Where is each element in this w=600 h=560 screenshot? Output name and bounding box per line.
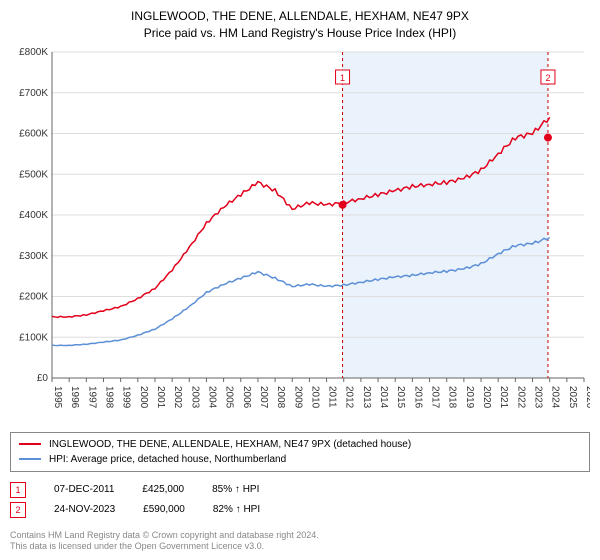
chart-area: £0 £100K £200K £300K £400K £500K £600K £700K £80… <box>10 46 590 426</box>
svg-text:£800K: £800K <box>19 47 48 58</box>
svg-text:1996: 1996 <box>69 386 80 409</box>
svg-text:2013: 2013 <box>361 386 372 409</box>
svg-text:£300K: £300K <box>19 250 48 261</box>
svg-text:2008: 2008 <box>275 386 286 409</box>
svg-text:2015: 2015 <box>395 386 406 409</box>
title-line1: INGLEWOOD, THE DENE, ALLENDALE, HEXHAM, … <box>10 8 590 25</box>
svg-text:2012: 2012 <box>344 386 355 409</box>
svg-text:2005: 2005 <box>224 386 235 409</box>
footer-line2: This data is licensed under the Open Gov… <box>10 541 590 553</box>
marker-date: 07-DEC-2011 <box>54 484 114 495</box>
legend-swatch <box>19 458 41 460</box>
marker-row: 2 24-NOV-2023 £590,000 82% ↑ HPI <box>10 500 590 520</box>
svg-text:1998: 1998 <box>103 386 114 409</box>
svg-text:£400K: £400K <box>19 210 48 221</box>
svg-text:2002: 2002 <box>172 386 183 409</box>
svg-text:£200K: £200K <box>19 291 48 302</box>
svg-text:£700K: £700K <box>19 87 48 98</box>
marker-price: £425,000 <box>142 484 184 495</box>
svg-text:2022: 2022 <box>515 386 526 409</box>
svg-text:2009: 2009 <box>292 386 303 409</box>
svg-text:2018: 2018 <box>447 386 458 409</box>
svg-text:2017: 2017 <box>430 386 441 409</box>
svg-text:£600K: £600K <box>19 128 48 139</box>
marker-rel: 85% ↑ HPI <box>212 484 259 495</box>
marker-table: 1 07-DEC-2011 £425,000 85% ↑ HPI 2 24-NO… <box>10 480 590 520</box>
svg-text:2001: 2001 <box>155 386 166 409</box>
marker-id-box: 1 <box>10 482 26 498</box>
marker-rel: 82% ↑ HPI <box>213 504 260 515</box>
svg-text:2019: 2019 <box>464 386 475 409</box>
svg-text:2024: 2024 <box>550 386 561 409</box>
legend-label: INGLEWOOD, THE DENE, ALLENDALE, HEXHAM, … <box>49 437 411 452</box>
legend: INGLEWOOD, THE DENE, ALLENDALE, HEXHAM, … <box>10 432 590 472</box>
svg-text:2026: 2026 <box>584 386 590 409</box>
marker-price: £590,000 <box>143 504 185 515</box>
marker-id: 1 <box>15 485 20 495</box>
svg-text:1: 1 <box>340 73 345 83</box>
svg-text:2014: 2014 <box>378 386 389 409</box>
svg-text:2016: 2016 <box>412 386 423 409</box>
svg-text:£0: £0 <box>37 373 49 384</box>
legend-label: HPI: Average price, detached house, Nort… <box>49 452 286 467</box>
svg-text:2004: 2004 <box>206 386 217 409</box>
marker-id: 2 <box>15 505 20 515</box>
svg-text:2011: 2011 <box>327 386 338 408</box>
marker-date: 24-NOV-2023 <box>54 504 115 515</box>
marker-row: 1 07-DEC-2011 £425,000 85% ↑ HPI <box>10 480 590 500</box>
svg-text:1997: 1997 <box>86 386 97 409</box>
legend-row: HPI: Average price, detached house, Nort… <box>19 452 581 467</box>
svg-text:£100K: £100K <box>19 332 48 343</box>
chart-svg: £0 £100K £200K £300K £400K £500K £600K £700K £80… <box>10 46 590 426</box>
svg-text:2000: 2000 <box>138 386 149 409</box>
svg-text:2007: 2007 <box>258 386 269 409</box>
svg-text:2006: 2006 <box>241 386 252 409</box>
footer-line1: Contains HM Land Registry data © Crown c… <box>10 530 590 542</box>
footer: Contains HM Land Registry data © Crown c… <box>10 530 590 553</box>
svg-text:2025: 2025 <box>567 386 578 409</box>
svg-text:2021: 2021 <box>498 386 509 409</box>
svg-text:£500K: £500K <box>19 169 48 180</box>
svg-text:2003: 2003 <box>189 386 200 409</box>
svg-text:1995: 1995 <box>52 386 63 409</box>
svg-text:2010: 2010 <box>309 386 320 409</box>
svg-text:1999: 1999 <box>121 386 132 409</box>
legend-swatch <box>19 443 41 445</box>
chart-title: INGLEWOOD, THE DENE, ALLENDALE, HEXHAM, … <box>10 8 590 42</box>
title-line2: Price paid vs. HM Land Registry's House … <box>10 25 590 42</box>
svg-text:2023: 2023 <box>533 386 544 409</box>
svg-text:2020: 2020 <box>481 386 492 409</box>
marker-id-box: 2 <box>10 502 26 518</box>
svg-text:2: 2 <box>545 73 550 83</box>
legend-row: INGLEWOOD, THE DENE, ALLENDALE, HEXHAM, … <box>19 437 581 452</box>
